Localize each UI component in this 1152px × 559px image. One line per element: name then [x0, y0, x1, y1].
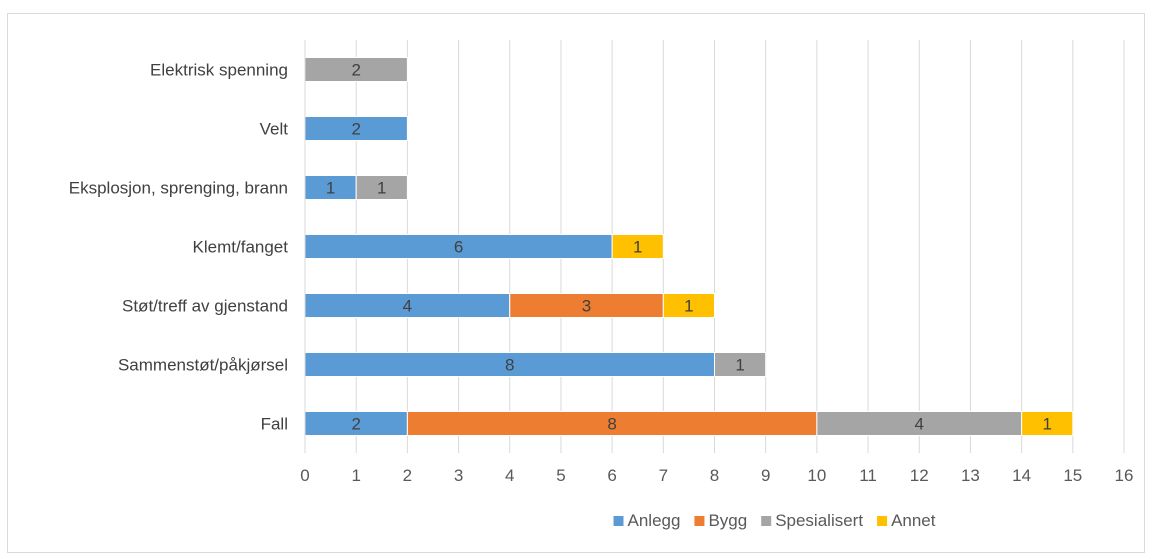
x-tick-label: 4 [505, 466, 514, 485]
legend-swatch [877, 516, 888, 526]
legend-swatch [613, 516, 624, 526]
category-label: Støt/treff av gjenstand [122, 297, 288, 316]
data-label: 1 [326, 179, 335, 198]
x-tick-label: 2 [403, 466, 412, 485]
x-tick-label: 12 [910, 466, 929, 485]
legend: Anlegg Bygg Spesialisert Annet [613, 511, 936, 530]
x-tick-label: 15 [1063, 466, 1082, 485]
legend-swatch [761, 516, 772, 526]
data-label: 4 [915, 415, 924, 434]
x-tick-label: 9 [761, 466, 770, 485]
data-label: 4 [403, 297, 412, 316]
bar-segment [304, 116, 408, 141]
legend-label: Anlegg [628, 511, 681, 530]
data-label: 8 [505, 356, 514, 375]
x-tick-label: 7 [659, 466, 668, 485]
x-tick-label: 14 [1012, 466, 1031, 485]
bar-segment [304, 234, 613, 259]
x-tick-label: 0 [300, 466, 309, 485]
data-label: 1 [377, 179, 386, 198]
y-axis-categories: Fall Sammenstøt/påkjørsel Støt/treff av gj… [69, 61, 289, 434]
x-tick-label: 5 [556, 466, 565, 485]
x-tick-label: 3 [454, 466, 463, 485]
category-label: Klemt/fanget [193, 238, 289, 257]
data-label: 1 [1042, 415, 1051, 434]
bar-segment [611, 234, 664, 259]
category-label: Fall [261, 415, 288, 434]
x-tick-label: 11 [859, 466, 877, 485]
data-label: 2 [351, 120, 360, 139]
legend-swatch [694, 516, 705, 526]
bar-segment [355, 175, 408, 200]
x-tick-label: 10 [807, 466, 826, 485]
bars: 2 8 4 18 14 3 16 11 122 [304, 57, 1074, 436]
x-tick-label: 8 [710, 466, 719, 485]
bar-segment [304, 352, 715, 377]
legend-label: Bygg [708, 511, 747, 530]
x-axis-ticks: 0 1 2 3 4 5 6 7 8 9 10 11 12 13 14 15 16 [300, 466, 1133, 485]
data-label: 1 [684, 297, 693, 316]
legend-label: Spesialisert [775, 511, 863, 530]
bar-segment [304, 57, 408, 82]
bar-segment [406, 411, 818, 436]
x-tick-label: 13 [961, 466, 980, 485]
category-label: Sammenstøt/påkjørsel [118, 356, 288, 375]
bar-segment [509, 293, 664, 318]
data-label: 1 [633, 238, 642, 257]
data-label: 1 [735, 356, 744, 375]
bar-segment [662, 293, 715, 318]
bar-segment [1021, 411, 1074, 436]
data-label: 2 [351, 415, 360, 434]
category-label: Elektrisk spenning [150, 61, 288, 80]
bar-segment [714, 352, 767, 377]
data-label: 3 [582, 297, 591, 316]
data-label: 6 [454, 238, 463, 257]
x-tick-label: 6 [607, 466, 616, 485]
category-label: Velt [260, 120, 289, 139]
chart-frame [7, 13, 1145, 553]
category-label: Eksplosjon, sprenging, brann [69, 179, 288, 198]
data-label: 8 [607, 415, 616, 434]
x-tick-label: 1 [351, 466, 360, 485]
data-label: 2 [351, 61, 360, 80]
legend-label: Annet [891, 511, 936, 530]
x-tick-label: 16 [1115, 466, 1134, 485]
